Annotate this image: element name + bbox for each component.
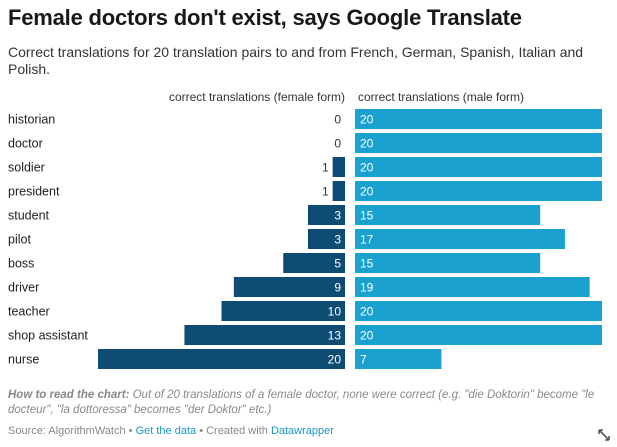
male-value-label: 20: [360, 161, 374, 175]
reading-note-lead: How to read the chart:: [8, 389, 130, 401]
male-bar: [355, 205, 541, 225]
female-value-label: 1: [322, 185, 329, 199]
male-value-label: 20: [360, 185, 374, 199]
female-bar: [332, 157, 345, 177]
reading-note: How to read the chart: Out of 20 transla…: [8, 388, 608, 418]
female-value-label: 13: [328, 329, 342, 343]
female-value-label: 1: [322, 161, 329, 175]
expand-icon[interactable]: [598, 429, 610, 441]
male-bar: [355, 301, 602, 321]
reading-note-text: Out of 20 translations of a female docto…: [8, 389, 595, 416]
male-bar: [355, 133, 602, 153]
female-bar: [221, 301, 345, 321]
male-bar: [355, 229, 565, 249]
female-value-label: 0: [334, 113, 341, 127]
footer-separator: •: [128, 425, 133, 437]
female-value-label: 3: [334, 233, 341, 247]
chart-title: Female doctors don't exist, says Google …: [8, 5, 522, 30]
male-bar: [355, 277, 590, 297]
male-value-label: 7: [360, 353, 367, 367]
female-bar: [307, 229, 345, 249]
female-value-label: 3: [334, 209, 341, 223]
source-text: Source: AlgorithmWatch: [8, 425, 126, 437]
footer: Source: AlgorithmWatch • Get the data • …: [8, 425, 334, 437]
category-label: student: [8, 209, 50, 223]
category-label: driver: [8, 281, 39, 295]
created-with-text: Created with: [206, 425, 268, 437]
category-label: teacher: [8, 305, 50, 319]
male-value-label: 20: [360, 137, 374, 151]
female-value-label: 9: [334, 281, 341, 295]
male-bar: [355, 109, 602, 129]
chart-subtitle: Correct translations for 20 translation …: [8, 44, 584, 77]
male-series-header: correct translations (male form): [358, 90, 524, 104]
bar-chart: correct translations (female form) corre…: [8, 90, 602, 369]
category-label: historian: [8, 113, 55, 127]
category-label: doctor: [8, 137, 43, 151]
male-value-label: 20: [360, 113, 374, 127]
female-value-label: 20: [328, 353, 342, 367]
male-bar: [355, 253, 541, 273]
female-value-label: 10: [328, 305, 342, 319]
category-label: soldier: [8, 161, 45, 175]
male-value-label: 20: [360, 305, 374, 319]
female-bar: [283, 253, 345, 273]
male-bar: [355, 157, 602, 177]
male-bar: [355, 181, 602, 201]
male-value-label: 19: [360, 281, 374, 295]
category-label: shop assistant: [8, 329, 88, 343]
category-label: pilot: [8, 233, 31, 247]
datawrapper-link[interactable]: Datawrapper: [270, 425, 334, 437]
category-label: boss: [8, 257, 34, 271]
female-bar: [184, 325, 345, 345]
female-bar: [332, 181, 345, 201]
female-bar: [98, 349, 345, 369]
get-data-link[interactable]: Get the data: [135, 425, 197, 437]
category-label: president: [8, 185, 60, 199]
male-value-label: 15: [360, 257, 374, 271]
female-series-header: correct translations (female form): [169, 90, 345, 104]
male-value-label: 17: [360, 233, 374, 247]
male-value-label: 20: [360, 329, 374, 343]
category-label: nurse: [8, 353, 39, 367]
female-value-label: 0: [334, 137, 341, 151]
footer-separator: •: [199, 425, 204, 437]
male-value-label: 15: [360, 209, 374, 223]
female-bar: [307, 205, 345, 225]
male-bar: [355, 325, 602, 345]
male-bar: [355, 349, 442, 369]
female-bar: [233, 277, 345, 297]
female-value-label: 5: [334, 257, 341, 271]
